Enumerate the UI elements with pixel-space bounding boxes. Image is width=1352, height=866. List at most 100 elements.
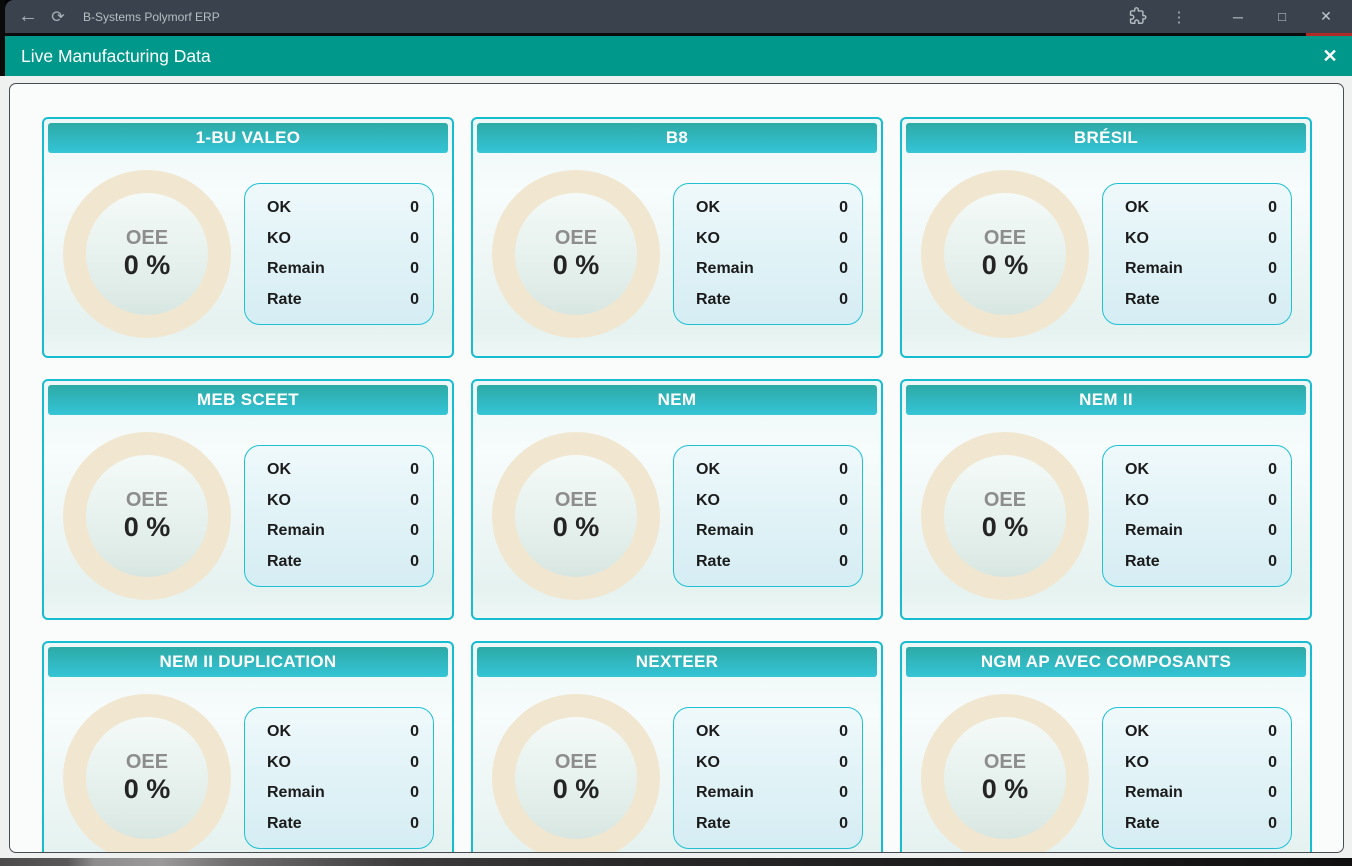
stat-value: 0 (839, 491, 848, 509)
browser-menu-button[interactable]: ⋮ (1164, 3, 1194, 31)
stat-row: OK 0 (1125, 723, 1277, 741)
maximize-button[interactable]: □ (1260, 3, 1304, 31)
card-title: NEM (477, 385, 877, 415)
stat-row: OK 0 (696, 723, 848, 741)
stats-box: OK 0 KO 0 Remain 0 Rate 0 (244, 445, 434, 587)
oee-value: 0 % (981, 511, 1029, 542)
card-title: MEB SCEET (48, 385, 448, 415)
stat-row: Rate 0 (1125, 815, 1277, 833)
oee-value: 0 % (552, 773, 600, 804)
stat-row: OK 0 (1125, 461, 1277, 479)
stat-value: 0 (410, 229, 419, 247)
stat-value: 0 (1268, 461, 1277, 478)
oee-label: OEE (983, 226, 1027, 249)
stat-value: 0 (839, 199, 848, 216)
stat-label: OK (696, 199, 720, 216)
back-icon: ← (18, 5, 38, 27)
oee-gauge: OEE 0 % (492, 432, 660, 600)
stat-label: KO (1125, 491, 1149, 509)
stat-row: KO 0 (1125, 754, 1277, 772)
stat-label: OK (696, 461, 720, 478)
window-close-button[interactable]: ✕ (1304, 3, 1348, 31)
back-button[interactable]: ← (13, 3, 43, 31)
stat-row: OK 0 (696, 461, 848, 479)
stat-label: Remain (1125, 260, 1183, 278)
stat-value: 0 (1268, 814, 1277, 832)
titlebar: ← ⟳ B-Systems Polymorf ERP ⋮ ─ □ ✕ (5, 0, 1352, 33)
stats-box: OK 0 KO 0 Remain 0 Rate 0 (244, 707, 434, 849)
stat-label: Rate (267, 290, 302, 308)
oee-gauge: OEE 0 % (63, 694, 231, 852)
stats-box: OK 0 KO 0 Remain 0 Rate 0 (673, 183, 863, 325)
app-header: Live Manufacturing Data ✕ (5, 36, 1352, 76)
oee-value: 0 % (552, 511, 600, 542)
stat-label: KO (267, 491, 291, 509)
minimize-button[interactable]: ─ (1216, 3, 1260, 31)
oee-label: OEE (983, 750, 1027, 773)
window-close-icon: ✕ (1320, 8, 1332, 24)
card-title: NEXTEER (477, 647, 877, 677)
oee-value: 0 % (552, 249, 600, 280)
card-body: OEE 0 % OK 0 KO 0 Remain 0 Rate 0 (48, 677, 448, 852)
stat-value: 0 (839, 522, 848, 540)
stats-box: OK 0 KO 0 Remain 0 Rate 0 (673, 707, 863, 849)
stat-row: OK 0 (267, 199, 419, 217)
stat-row: KO 0 (696, 754, 848, 772)
stat-row: KO 0 (696, 230, 848, 248)
card-title: NEM II DUPLICATION (48, 647, 448, 677)
machine-card: NEM II OEE 0 % OK 0 KO 0 Remain 0 Rate 0 (900, 379, 1312, 620)
titlebar-controls: ⋮ ─ □ ✕ (1122, 3, 1348, 31)
stat-row: Rate 0 (1125, 553, 1277, 571)
stat-row: KO 0 (1125, 230, 1277, 248)
oee-label: OEE (554, 488, 598, 511)
card-title: NGM AP AVEC COMPOSANTS (906, 647, 1306, 677)
oee-gauge: OEE 0 % (921, 694, 1089, 852)
stat-value: 0 (839, 552, 848, 570)
card-title: 1-BU VALEO (48, 123, 448, 153)
dialog-close-button[interactable]: ✕ (1308, 46, 1352, 67)
stat-value: 0 (410, 552, 419, 570)
stat-value: 0 (1268, 552, 1277, 570)
stat-row: OK 0 (267, 461, 419, 479)
card-title: B8 (477, 123, 877, 153)
oee-label: OEE (125, 226, 169, 249)
stat-label: Remain (1125, 784, 1183, 802)
machine-card: NEM OEE 0 % OK 0 KO 0 Remain 0 Rate 0 (471, 379, 883, 620)
stat-row: Remain 0 (1125, 260, 1277, 278)
stat-row: Remain 0 (696, 522, 848, 540)
oee-gauge: OEE 0 % (921, 170, 1089, 338)
card-title: BRÉSIL (906, 123, 1306, 153)
stat-label: OK (1125, 199, 1149, 216)
stat-value: 0 (410, 723, 419, 740)
oee-value: 0 % (123, 249, 171, 280)
stat-value: 0 (839, 260, 848, 278)
stat-row: Rate 0 (696, 291, 848, 309)
stat-row: KO 0 (267, 754, 419, 772)
stat-label: KO (267, 753, 291, 771)
stat-row: Rate 0 (1125, 291, 1277, 309)
stats-box: OK 0 KO 0 Remain 0 Rate 0 (1102, 183, 1292, 325)
stat-label: Rate (1125, 814, 1160, 832)
refresh-button[interactable]: ⟳ (43, 3, 73, 31)
stat-label: Remain (696, 784, 754, 802)
stat-row: Rate 0 (267, 815, 419, 833)
stat-label: OK (1125, 723, 1149, 740)
oee-gauge: OEE 0 % (63, 432, 231, 600)
stat-value: 0 (839, 753, 848, 771)
machine-card: MEB SCEET OEE 0 % OK 0 KO 0 Remain 0 Rat… (42, 379, 454, 620)
stat-value: 0 (1268, 260, 1277, 278)
oee-value: 0 % (123, 773, 171, 804)
oee-gauge: OEE 0 % (63, 170, 231, 338)
stat-label: OK (267, 199, 291, 216)
stat-value: 0 (839, 723, 848, 740)
stat-value: 0 (1268, 522, 1277, 540)
stat-value: 0 (1268, 723, 1277, 740)
extensions-button[interactable] (1122, 3, 1152, 31)
machine-card: NEM II DUPLICATION OEE 0 % OK 0 KO 0 Rem… (42, 641, 454, 852)
stat-label: Rate (267, 552, 302, 570)
stat-label: Remain (696, 522, 754, 540)
stat-row: Remain 0 (696, 784, 848, 802)
titlebar-divider (0, 33, 1352, 36)
card-title: NEM II (906, 385, 1306, 415)
card-body: OEE 0 % OK 0 KO 0 Remain 0 Rate 0 (906, 677, 1306, 852)
